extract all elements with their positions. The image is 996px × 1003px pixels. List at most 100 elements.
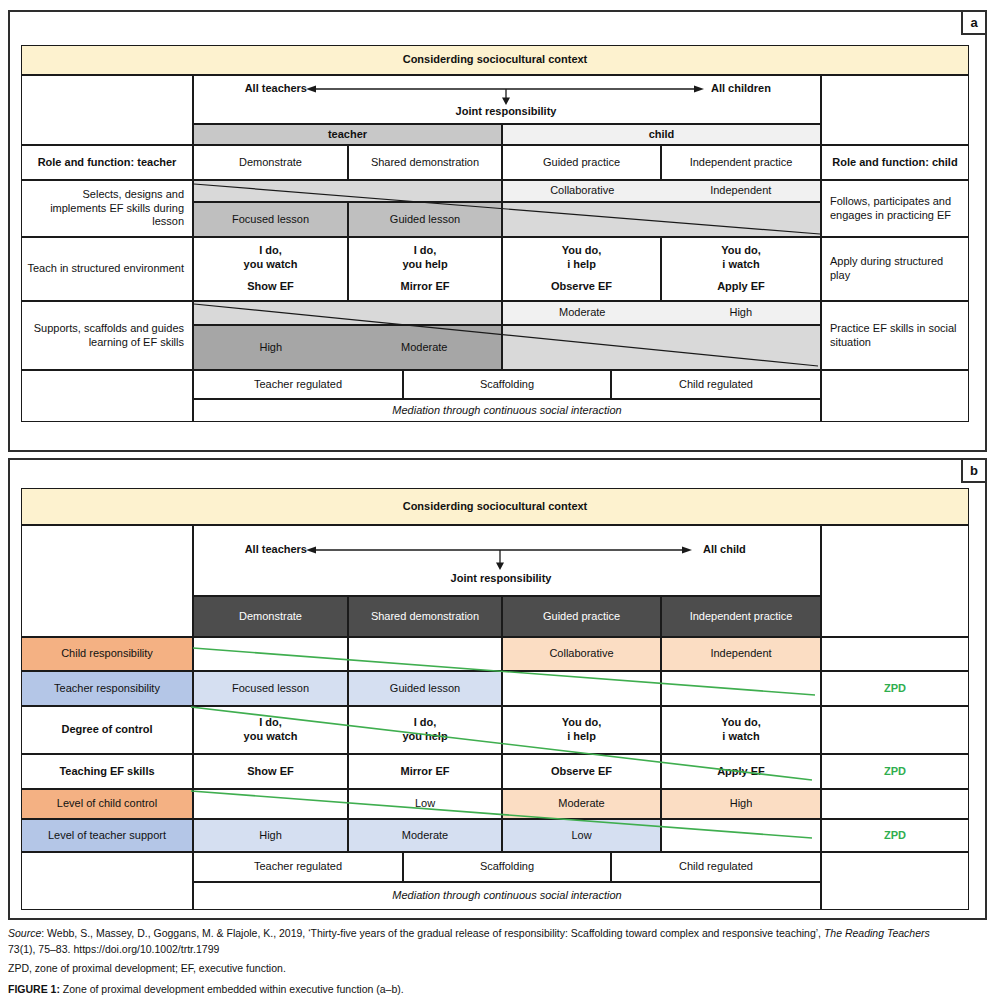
diagonal-cell xyxy=(502,325,821,370)
panel-a-title: Considerding sociocultural context xyxy=(21,45,969,75)
empty-cell xyxy=(821,370,969,422)
youdo-iwatch-cell: You do,i watch xyxy=(661,706,821,754)
empty-cell xyxy=(21,75,193,145)
independent-cell: Independent xyxy=(661,637,821,671)
level-of-child-control-label: Level of child control xyxy=(21,789,193,819)
empty-cell xyxy=(21,525,193,637)
empty-cell xyxy=(661,671,821,706)
empty-cell xyxy=(821,789,969,819)
col-independent-practice: Independent practice xyxy=(661,145,821,180)
panel-a-tag: a xyxy=(961,10,987,35)
source-label: Source xyxy=(8,927,41,939)
left-label-teach: Teach in structured environment xyxy=(21,237,193,301)
panel-a-table: Considerding sociocultural context All t… xyxy=(21,45,969,422)
right-label-apply: Apply during structured play xyxy=(821,237,969,301)
moderate-label: Moderate xyxy=(348,341,502,355)
empty-cell xyxy=(21,852,193,910)
collaborative-cell: Collaborative xyxy=(502,637,661,671)
ido-youhelp-cell: I do,you help xyxy=(348,706,502,754)
empty-cell xyxy=(21,370,193,422)
child-band: child xyxy=(502,124,821,145)
apply-ef-cell: Apply EF xyxy=(661,754,821,789)
guided-lesson-cell: Guided lesson xyxy=(348,671,502,706)
source-line-1: Source: Webb, S., Massey, D., Goggans, M… xyxy=(8,926,990,942)
high-cell: High xyxy=(661,789,821,819)
focused-lesson-cell: Focused lesson xyxy=(193,202,348,237)
source-line-2: 73(1), 75–83. https://doi.org/10.1002/tr… xyxy=(8,942,990,958)
teacher-band: teacher xyxy=(193,124,502,145)
left-label-selects: Selects, designs and implements EF skill… xyxy=(21,180,193,237)
empty-cell xyxy=(348,637,502,671)
diagonal-cell xyxy=(193,180,502,202)
diagonal-cell xyxy=(502,202,821,237)
source-text: : Webb, S., Massey, D., Goggans, M. & Fl… xyxy=(41,927,824,939)
col-independent-practice: Independent practice xyxy=(661,596,821,637)
collaborative-label: Collaborative xyxy=(503,184,662,198)
all-teachers-label: All teachers xyxy=(189,82,307,94)
show-ef-cell: Show EF xyxy=(193,754,348,789)
teacher-regulated-cell: Teacher regulated xyxy=(193,852,403,882)
mediation-cell: Mediation through continuous social inte… xyxy=(193,882,821,910)
youdo-iwatch-cell: You do,i watchApply EF xyxy=(661,237,821,301)
empty-cell xyxy=(661,819,821,852)
left-label-supports: Supports, scaffolds and guides learning … xyxy=(21,301,193,370)
all-children-label: All children xyxy=(711,82,831,94)
empty-cell xyxy=(502,671,661,706)
joint-responsibility-label: Joint responsibility xyxy=(401,572,601,584)
degree-of-control-label: Degree of control xyxy=(21,706,193,754)
all-teachers-label: All teachers xyxy=(189,543,307,555)
ido-youhelp-cell: I do,you helpMirror EF xyxy=(348,237,502,301)
source-journal: The Reading Teachers xyxy=(824,927,930,939)
col-shared-demonstration: Shared demonstration xyxy=(348,596,502,637)
high-label: High xyxy=(662,306,821,320)
mirror-ef-cell: Mirror EF xyxy=(348,754,502,789)
panel-b-title: Considerding sociocultural context xyxy=(21,488,969,525)
col-guided-practice: Guided practice xyxy=(502,145,661,180)
teaching-ef-skills-label: Teaching EF skills xyxy=(21,754,193,789)
teacher-regulated-cell: Teacher regulated xyxy=(193,370,403,399)
all-child-label: All child xyxy=(703,543,813,555)
child-regulated-cell: Child regulated xyxy=(611,370,821,399)
empty-cell xyxy=(193,789,348,819)
independent-label: Independent xyxy=(662,184,821,198)
guided-lesson-cell: Guided lesson xyxy=(348,202,502,237)
moderate-high-cell: ModerateHigh xyxy=(502,301,821,325)
right-label-practice: Practice EF skills in social situation xyxy=(821,301,969,370)
scaffolding-cell: Scaffolding xyxy=(403,852,611,882)
figure-page: a Considerding sociocultural context All… xyxy=(0,0,996,1003)
empty-cell xyxy=(821,706,969,754)
arrow-area xyxy=(193,525,821,596)
figure-caption: FIGURE 1: Zone of proximal development e… xyxy=(8,982,990,998)
child-responsibility-label: Child responsibility xyxy=(21,637,193,671)
ido-youwatch-cell: I do,you watch xyxy=(193,706,348,754)
teacher-responsibility-label: Teacher responsibility xyxy=(21,671,193,706)
role-child-label: Role and function: child xyxy=(821,145,969,180)
col-guided-practice: Guided practice xyxy=(502,596,661,637)
diagonal-cell xyxy=(193,301,502,325)
empty-cell xyxy=(821,637,969,671)
level-of-teacher-support-label: Level of teacher support xyxy=(21,819,193,852)
high-cell: High xyxy=(193,819,348,852)
empty-cell xyxy=(821,75,969,145)
high-moderate-cell: HighModerate xyxy=(193,325,502,370)
moderate-label: Moderate xyxy=(503,306,662,320)
abbreviation-note: ZPD, zone of proximal development; EF, e… xyxy=(8,961,990,977)
joint-responsibility-label: Joint responsibility xyxy=(406,105,606,117)
low-cell: Low xyxy=(348,789,502,819)
collaborative-independent-cell: CollaborativeIndependent xyxy=(502,180,821,202)
col-demonstrate: Demonstrate xyxy=(193,145,348,180)
panel-b-table: Considerding sociocultural context All t… xyxy=(21,488,969,910)
low-cell: Low xyxy=(502,819,661,852)
child-regulated-cell: Child regulated xyxy=(611,852,821,882)
youdo-ihelp-cell: You do,i help xyxy=(502,706,661,754)
zpd-cell: ZPD xyxy=(821,819,969,852)
col-demonstrate: Demonstrate xyxy=(193,596,348,637)
empty-cell xyxy=(821,525,969,637)
youdo-ihelp-cell: You do,i helpObserve EF xyxy=(502,237,661,301)
col-shared-demonstration: Shared demonstration xyxy=(348,145,502,180)
right-label-follows: Follows, participates and engages in pra… xyxy=(821,180,969,237)
zpd-cell: ZPD xyxy=(821,671,969,706)
moderate-cell: Moderate xyxy=(502,789,661,819)
empty-cell xyxy=(193,637,348,671)
zpd-cell: ZPD xyxy=(821,754,969,789)
